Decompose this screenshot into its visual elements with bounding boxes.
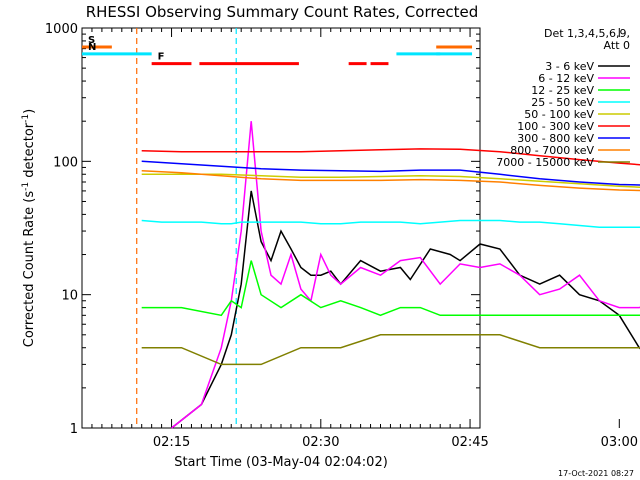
series-line — [141, 169, 640, 192]
series-line — [141, 173, 640, 188]
series-line — [141, 160, 640, 186]
series-line — [171, 190, 640, 429]
y-tick-label: 1000 — [45, 22, 78, 37]
legend-label: 50 - 100 keV — [524, 108, 594, 121]
flag-label: F — [158, 52, 165, 63]
y-axis-title-main: Corrected Count Rate (s — [22, 191, 37, 348]
flag-bars: SN F — [82, 35, 473, 66]
y-axis-title-sup2: -1 — [21, 114, 31, 123]
series-line — [141, 260, 640, 317]
legend-label: 12 - 25 keV — [531, 84, 594, 97]
legend-label: 800 - 7000 keV — [510, 144, 594, 157]
chart-title: RHESSI Observing Summary Count Rates, Co… — [86, 3, 479, 21]
x-tick-label: 03:00 — [601, 435, 638, 450]
y-axis-title: Corrected Count Rate (s-1 detector-1) — [21, 109, 37, 347]
series-line — [171, 121, 640, 429]
x-axis-title: Start Time (03-May-04 02:04:02) — [174, 455, 388, 470]
legend-label: 7000 - 15000 keV — [496, 156, 594, 169]
legend-label: 300 - 800 keV — [517, 132, 594, 145]
legend-header-detectors: Det 1,3,4,5,6,9, — [544, 27, 630, 40]
y-tick-label: 10 — [61, 289, 78, 304]
flag-label: N — [88, 42, 96, 53]
y-axis-title-end: ) — [22, 109, 37, 114]
y-axis-title-sup1: -1 — [21, 182, 31, 191]
mode-boundary-lines — [136, 28, 237, 428]
series-line — [141, 334, 640, 366]
flag-label: S — [88, 35, 95, 46]
series-line — [141, 219, 640, 229]
legend-label: 100 - 300 keV — [517, 120, 594, 133]
series-line — [141, 148, 640, 166]
date-stamp: 17-Oct-2021 08:27 — [558, 469, 634, 478]
x-tick-label: 02:30 — [302, 435, 339, 450]
y-axis-title-mid: detector — [22, 122, 37, 182]
series-lines — [141, 121, 640, 429]
legend-label: 3 - 6 keV — [545, 60, 594, 73]
x-tick-label: 02:45 — [451, 435, 488, 450]
y-tick-label: 1 — [70, 422, 78, 437]
y-tick-label: 100 — [53, 155, 78, 170]
x-tick-label: 02:15 — [153, 435, 190, 450]
legend-label: 6 - 12 keV — [538, 72, 594, 85]
legend-label: 25 - 50 keV — [531, 96, 594, 109]
legend-header-attenuator: Att 0 — [604, 39, 630, 52]
